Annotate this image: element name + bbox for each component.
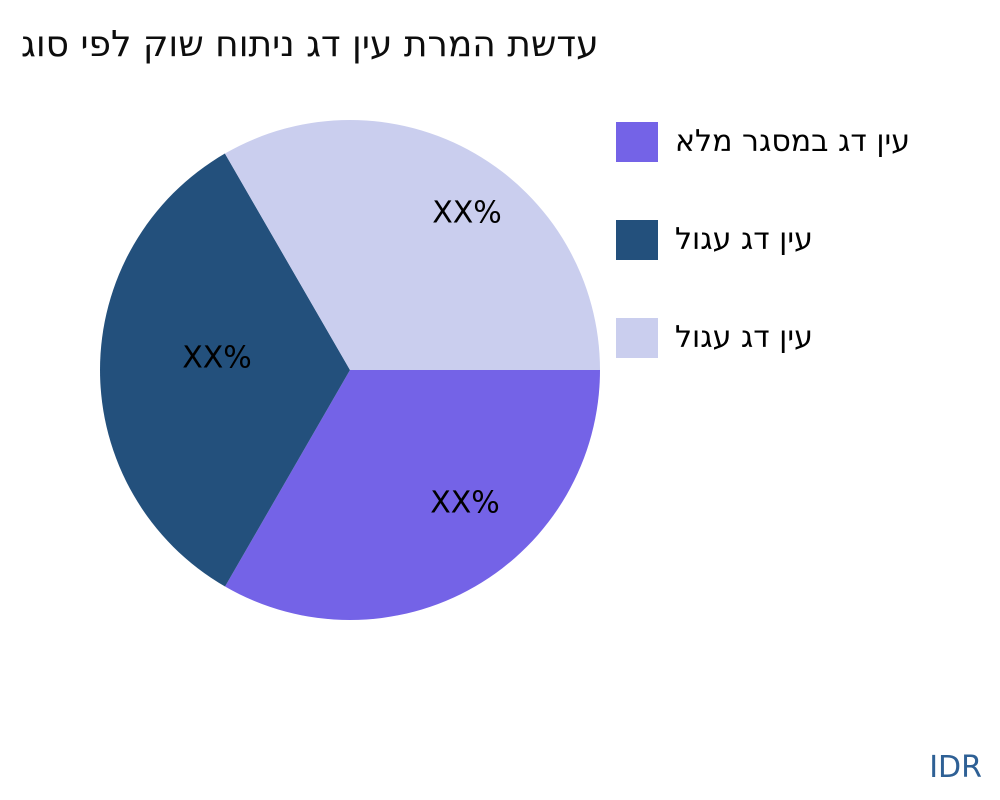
pie-slice-2 [224,120,600,370]
legend-item-0: עין דג במסגר מלא [616,122,910,162]
pie-slice-1 [100,153,350,587]
pie-slice-percent-label-2: XX% [432,195,502,231]
legend-item-label-1: עין דג עגול [675,222,813,257]
legend-swatch-icon-2 [616,318,658,358]
chart-legend: עין דג במסגר מלא עין דג עגול עין דג עגול [616,122,910,416]
legend-swatch-icon-0 [616,122,658,162]
pie-chart-area [100,120,601,620]
pie-slice-percent-label-1: XX% [182,340,252,376]
chart-title: עדשת המרת עין דג ניתוח שוק לפי סוג [21,24,599,65]
pie-slice-0 [225,370,601,620]
pie-slice-percent-label-0: XX% [430,485,500,521]
legend-item-label-0: עין דג במסגר מלא [675,124,910,159]
watermark-idr-label: IDR [929,750,982,785]
pie-chart [100,120,601,620]
legend-item-2: עין דג עגול [616,318,910,358]
legend-item-1: עין דג עגול [616,220,910,260]
legend-swatch-icon-1 [616,220,658,260]
legend-item-label-2: עין דג עגול [675,320,813,355]
